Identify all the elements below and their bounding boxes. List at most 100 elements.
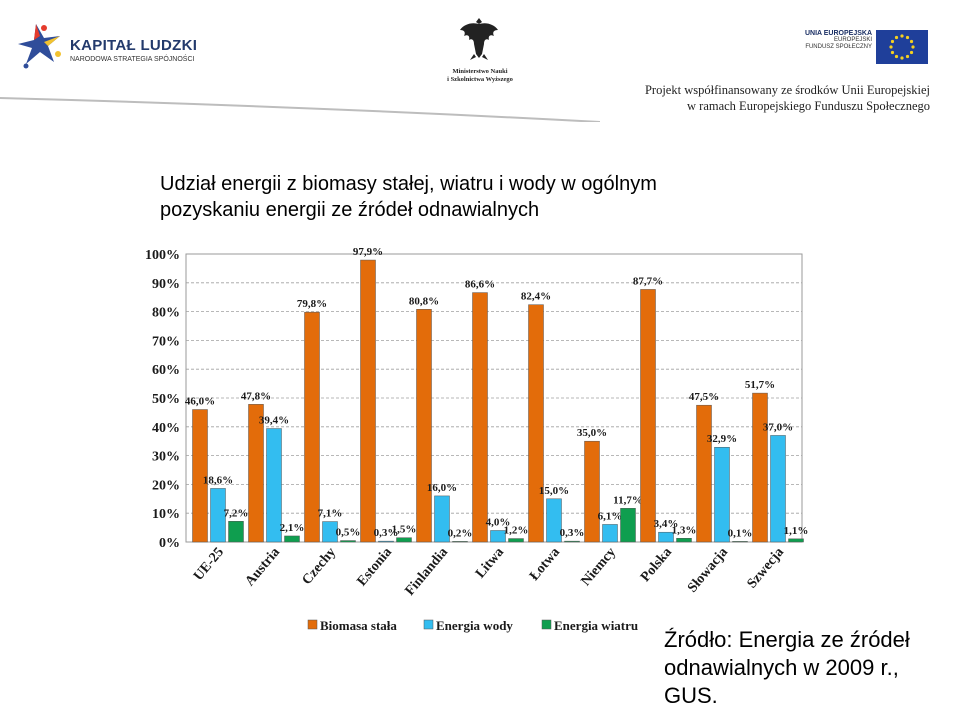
x-tick-label: Finlandia <box>403 545 452 599</box>
data-label: 0,5% <box>336 527 361 539</box>
kapital-ludzki-star-icon <box>18 24 61 69</box>
bar-energia-wiatru <box>228 521 244 543</box>
data-label: 7,2% <box>224 507 249 519</box>
legend-label: Energia wiatru <box>554 618 638 633</box>
data-label: 82,4% <box>521 291 551 303</box>
bar-biomasa-stała <box>416 309 432 543</box>
eu-star <box>890 39 895 44</box>
bar-energia-wiatru <box>284 535 300 543</box>
bar-energia-wiatru <box>396 537 412 543</box>
data-label: 35,0% <box>577 427 607 439</box>
bar-chart: 0% 10% 20% 30% 40% 50% 60% 70% 80% 90% 100% 46,0% 18… <box>145 246 809 633</box>
data-label: 32,9% <box>707 433 737 445</box>
eu-star <box>890 50 895 55</box>
x-tick-label: UE-25 <box>191 545 227 584</box>
project-cofinancing-note: Projekt współfinansowany ze środków Unii… <box>600 82 930 114</box>
y-tick-label: 80% <box>152 306 180 321</box>
data-label: 0,1% <box>728 528 753 540</box>
x-tick-label: Słowacja <box>685 545 731 596</box>
bar-biomasa-stała <box>640 289 656 543</box>
data-label: 11,7% <box>613 494 643 506</box>
source-line-3: GUS. <box>664 683 718 708</box>
bar-energia-wiatru <box>564 540 580 543</box>
data-label: 16,0% <box>427 482 457 494</box>
data-label: 47,5% <box>689 391 719 403</box>
data-label: 86,6% <box>465 279 495 291</box>
bar-biomasa-stała <box>752 392 768 543</box>
bar-energia-wiatru <box>340 540 356 543</box>
y-tick-label: 30% <box>152 450 180 465</box>
data-label: 37,0% <box>763 421 793 433</box>
eu-line-2: FUNDUSZ SPOŁECZNY <box>805 44 872 50</box>
data-label: 47,8% <box>241 390 271 402</box>
x-tick-label: Szwecja <box>745 545 787 592</box>
bar-biomasa-stała <box>528 304 544 543</box>
kapital-ludzki-title: KAPITAŁ LUDZKI <box>70 37 198 54</box>
y-tick-label: 50% <box>152 392 180 407</box>
bar-energia-wiatru <box>788 538 804 543</box>
data-label: 6,1% <box>598 510 623 522</box>
y-tick-label: 90% <box>152 277 180 292</box>
source-line-2: odnawialnych w 2009 r., <box>664 655 899 680</box>
bar-biomasa-stała <box>360 259 376 543</box>
bar-energia-wiatru <box>676 538 692 543</box>
eu-star <box>909 39 914 44</box>
data-label: 15,0% <box>539 485 569 497</box>
kapital-ludzki-logo: KAPITAŁ LUDZKI NARODOWA STRATEGIA SPÓJNO… <box>14 14 214 76</box>
eu-star <box>905 35 910 40</box>
ministry-line-2: i Szkolnictwa Wyższego <box>447 76 513 83</box>
eu-star <box>900 56 904 60</box>
legend-label: Biomasa stała <box>320 618 397 633</box>
eu-star <box>905 54 910 59</box>
eu-star <box>894 35 899 40</box>
data-label: 0,2% <box>448 527 473 539</box>
legend-label: Energia wody <box>436 618 513 633</box>
y-tick-label: 0% <box>159 536 180 551</box>
source-note: Źródło: Energia ze źródeł odnawialnych w… <box>664 626 960 710</box>
bar-energia-wody <box>714 446 730 543</box>
bar-energia-wody <box>602 524 618 543</box>
project-note-line-1: Projekt współfinansowany ze środków Unii… <box>644 83 930 97</box>
bar-energia-wody <box>322 521 338 543</box>
x-tick-label: Polska <box>638 545 675 585</box>
data-label: 18,6% <box>203 474 233 486</box>
bar-biomasa-stała <box>248 404 264 543</box>
data-label: 4,0% <box>486 516 511 528</box>
data-label: 1,5% <box>392 524 417 536</box>
eu-star <box>909 50 914 55</box>
ministry-line-1: Ministerstwo Nauki <box>452 68 508 75</box>
y-tick-label: 20% <box>152 478 180 493</box>
legend-swatch <box>541 619 552 630</box>
bar-energia-wody <box>546 498 562 543</box>
bar-energia-wody <box>490 530 506 543</box>
data-label: 80,8% <box>409 295 439 307</box>
y-tick-label: 10% <box>152 507 180 522</box>
bar-biomasa-stała <box>696 404 712 543</box>
y-tick-label: 70% <box>152 334 180 349</box>
y-tick-label: 40% <box>152 421 180 436</box>
bar-energia-wiatru <box>620 508 636 543</box>
slide-title-line-2: pozyskaniu energii ze źródeł odnawialnyc… <box>160 199 540 221</box>
y-tick-label: 100% <box>145 248 180 263</box>
data-label: 3,4% <box>654 518 679 530</box>
y-tick-label: 60% <box>152 363 180 378</box>
bar-energia-wiatru <box>508 538 524 543</box>
bar-energia-wody <box>434 495 450 543</box>
kapital-ludzki-subtitle: NARODOWA STRATEGIA SPÓJNOŚCI <box>70 56 195 63</box>
data-label: 0,3% <box>374 527 399 539</box>
legend-swatch <box>307 619 318 630</box>
data-label: 1,1% <box>784 525 809 537</box>
data-label: 79,8% <box>297 298 327 310</box>
data-label: 0,3% <box>560 527 585 539</box>
bar-energia-wiatru <box>732 541 748 543</box>
bar-biomasa-stała <box>584 440 600 543</box>
eagle-emblem-icon <box>460 18 498 60</box>
eu-star <box>889 45 893 49</box>
bar-energia-wody <box>658 531 674 543</box>
data-label: 87,7% <box>633 275 663 287</box>
x-tick-label: Litwa <box>473 545 507 581</box>
data-label: 39,4% <box>259 415 289 427</box>
eu-star <box>911 45 915 49</box>
x-tick-label: Łotwa <box>527 545 563 584</box>
bar-biomasa-stała <box>304 311 320 543</box>
